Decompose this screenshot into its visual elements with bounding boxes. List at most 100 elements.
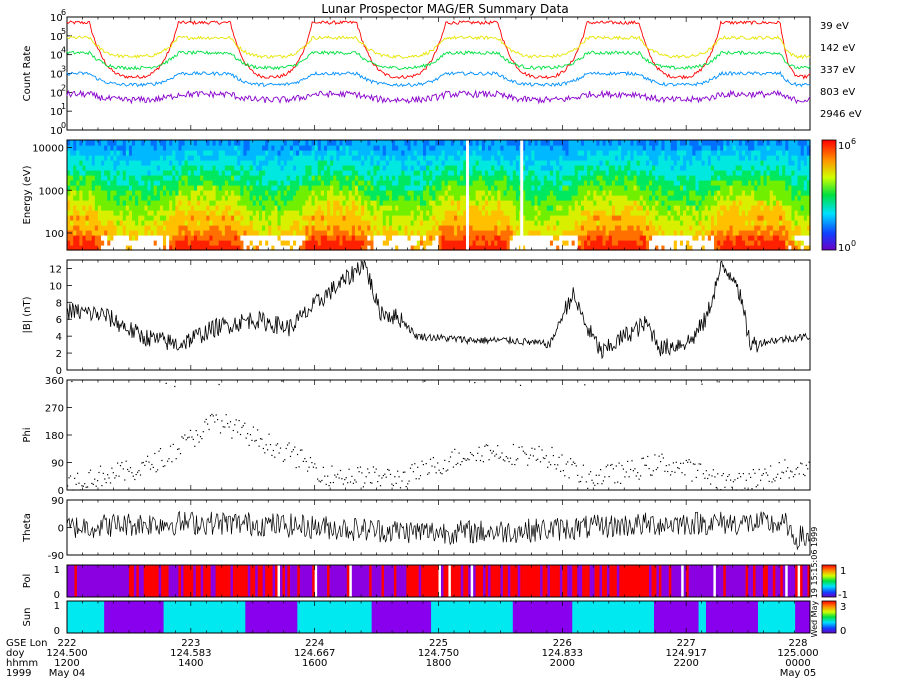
spectrogram-cell	[330, 195, 334, 201]
spectrogram-cell	[320, 200, 325, 206]
spectrogram-cell	[150, 145, 155, 151]
spectrogram-cell	[593, 190, 597, 196]
spectrogram-cell	[398, 205, 402, 211]
spectrogram-cell	[642, 145, 647, 151]
spectrogram-cell	[339, 150, 344, 156]
spectrogram-cell	[240, 210, 245, 216]
spectrogram-cell	[568, 235, 573, 241]
spectrogram-cell	[252, 175, 257, 181]
spectrogram-cell	[172, 165, 176, 171]
spectrogram-cell	[351, 205, 356, 211]
spectrogram-cell	[686, 155, 690, 161]
spectrogram-cell	[283, 165, 288, 171]
spectrogram-cell	[147, 230, 152, 236]
spectrogram-cell	[361, 190, 365, 196]
spectrogram-cell	[460, 170, 464, 176]
spectrogram-cell	[624, 155, 628, 161]
spectrogram-cell	[336, 175, 341, 181]
spectrogram-cell	[491, 195, 495, 201]
spectrogram-cell	[500, 240, 505, 246]
spectrogram-cell	[608, 225, 613, 231]
spectrogram-cell	[683, 155, 687, 161]
spectrogram-cell	[373, 205, 378, 211]
spectrogram-cell	[156, 140, 161, 146]
spectrogram-cell	[457, 245, 461, 251]
spectrogram-cell	[110, 185, 115, 191]
spectrogram-cell	[243, 225, 248, 231]
spectrogram-cell	[135, 225, 139, 231]
spectrogram-cell	[553, 225, 557, 231]
spectrogram-cell	[330, 215, 334, 221]
spectrogram-cell	[187, 220, 192, 226]
spectrogram-cell	[169, 230, 173, 236]
spectrogram-cell	[94, 145, 99, 151]
spectrogram-cell	[661, 195, 666, 201]
spectrogram-cell	[602, 180, 607, 186]
spectrogram-cell	[184, 235, 189, 241]
spectrogram-cell	[602, 200, 607, 206]
spectrogram-cell	[135, 145, 139, 151]
spectrogram-cell	[593, 140, 597, 146]
spectrogram-cell	[388, 175, 393, 181]
spectrogram-cell	[345, 195, 350, 201]
spectrogram-cell	[692, 220, 697, 226]
spectrogram-cell	[627, 210, 632, 216]
spectrogram-cell	[401, 160, 406, 166]
spectrogram-cell	[463, 150, 467, 156]
spectrogram-cell	[416, 180, 421, 186]
spectrogram-cell	[704, 215, 709, 221]
spectrogram-cell	[670, 170, 675, 176]
spectrogram-cell	[367, 200, 371, 206]
spectrogram-cell	[159, 140, 164, 146]
spectrogram-cell	[732, 230, 737, 236]
spectrogram-cell	[370, 145, 375, 151]
spectrogram-cell	[135, 235, 139, 241]
spectrogram-cell	[741, 220, 746, 226]
spectrogram-cell	[543, 245, 548, 251]
spectrogram-cell	[683, 230, 687, 236]
spectrogram-cell	[79, 140, 84, 146]
spectrogram-cell	[509, 220, 514, 226]
spectrogram-cell	[197, 165, 201, 171]
spectrogram-cell	[358, 220, 362, 226]
spectrogram-cell	[147, 175, 152, 181]
spectrogram-cell	[599, 200, 604, 206]
spectrogram-cell	[286, 235, 291, 241]
spectrogram-cell	[156, 180, 161, 186]
spectrogram-cell	[119, 210, 124, 216]
spectrogram-cell	[234, 240, 238, 246]
spectrogram-cell	[258, 150, 263, 156]
spectrogram-cell	[568, 170, 573, 176]
spectrogram-cell	[299, 215, 303, 221]
spectrogram-cell	[512, 175, 517, 181]
spectrogram-cell	[670, 160, 675, 166]
spectrogram-cell	[605, 195, 610, 201]
spectrogram-cell	[732, 215, 737, 221]
spectrogram-cell	[286, 240, 291, 246]
spectrogram-cell	[633, 150, 638, 156]
spectrogram-cell	[354, 160, 359, 166]
spectrogram-cell	[565, 185, 570, 191]
spectrogram-cell	[475, 195, 480, 201]
spectrogram-cell	[605, 225, 610, 231]
spectrogram-cell	[85, 150, 90, 156]
spectrogram-cell	[113, 180, 118, 186]
spectrogram-cell	[475, 185, 480, 191]
spectrogram-cell	[231, 145, 235, 151]
spectrogram-cell	[283, 220, 288, 226]
spectrogram-cell	[497, 240, 502, 246]
spectrogram-cell	[283, 200, 288, 206]
spectrogram-cell	[540, 205, 545, 211]
spectrogram-cell	[584, 195, 588, 201]
spectrogram-cell	[101, 185, 105, 191]
spectrogram-cell	[633, 170, 638, 176]
spectrogram-cell	[537, 140, 542, 146]
spectrogram-cell	[141, 140, 145, 146]
spectrogram-cell	[289, 200, 294, 206]
spectrogram-cell	[707, 215, 712, 221]
spectrogram-cell	[546, 160, 551, 166]
spectrogram-cell	[491, 240, 495, 246]
spectrogram-cell	[587, 235, 591, 241]
spectrogram-cell	[438, 200, 443, 206]
spectrogram-cell	[175, 200, 180, 206]
